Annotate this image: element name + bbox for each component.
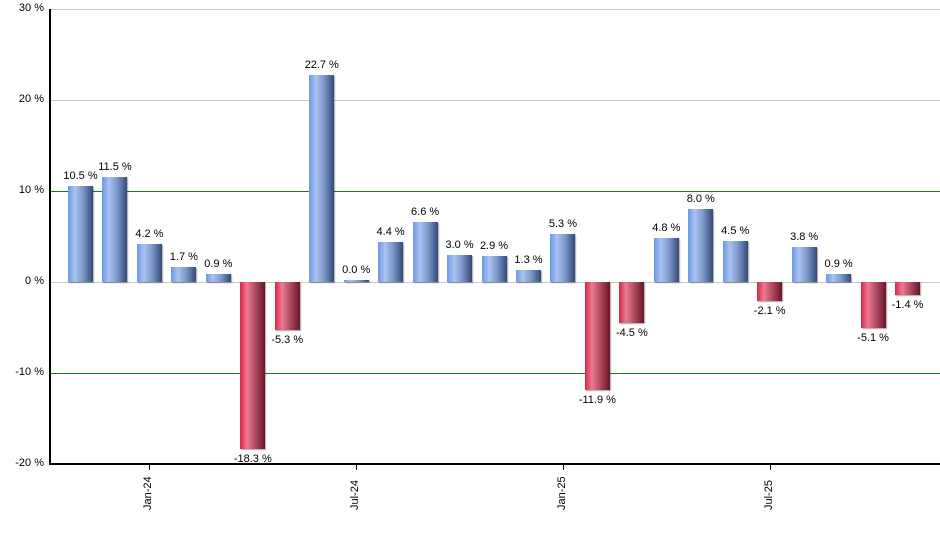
- gridline: [50, 9, 940, 10]
- bar-value-label: 2.9 %: [479, 239, 509, 252]
- y-tick-label: -20 %: [15, 457, 44, 469]
- x-tick-mark: [149, 465, 150, 470]
- bar-apr-24: [240, 282, 266, 449]
- bar-value-label: 6.6 %: [411, 205, 440, 218]
- bar-value-label: 22.7 %: [304, 59, 339, 72]
- reference-line: [50, 373, 940, 374]
- x-tick-label: Jan-24: [142, 476, 154, 510]
- bar-dec-23: [102, 177, 128, 282]
- bar-jun-24: [309, 75, 335, 282]
- bar-value-label: -1.4 %: [891, 298, 924, 311]
- bar-oct-25: [860, 282, 886, 329]
- x-tick-mark: [356, 465, 357, 470]
- bar-mar-25: [619, 282, 645, 323]
- bar-value-label: 1.3 %: [514, 254, 543, 267]
- bar-may-24: [274, 282, 300, 331]
- bar-sep-25: [826, 273, 852, 282]
- bar-sep-24: [412, 221, 438, 282]
- y-tick-label: 30 %: [18, 2, 44, 14]
- bar-value-label: -11.9 %: [578, 394, 616, 407]
- bar-value-label: 0.9 %: [824, 257, 853, 270]
- x-tick-label: Jul-24: [349, 480, 361, 510]
- bar-value-label: -2.1 %: [753, 305, 786, 318]
- bar-value-label: 0.9 %: [204, 257, 233, 270]
- bar-nov-25: [895, 282, 921, 295]
- reference-line: [50, 191, 940, 192]
- bar-jan-24: [136, 243, 162, 282]
- bar-value-label: 5.3 %: [548, 217, 577, 230]
- x-tick-mark: [770, 465, 771, 470]
- y-tick-label: 10 %: [18, 184, 44, 196]
- bar-mar-24: [205, 273, 231, 282]
- bar-value-label: 4.4 %: [376, 225, 405, 238]
- bar-value-label: -18.3 %: [233, 452, 272, 465]
- bar-aug-25: [791, 247, 817, 282]
- bar-value-label: 3.8 %: [790, 231, 819, 244]
- bar-feb-24: [171, 266, 197, 282]
- bar-feb-25: [584, 282, 610, 391]
- bar-may-25: [688, 209, 714, 282]
- bar-jun-25: [722, 241, 748, 282]
- gridline: [50, 282, 940, 283]
- bar-jul-25: [757, 282, 783, 302]
- bar-value-label: 8.0 %: [686, 193, 715, 206]
- x-tick-label: Jul-25: [763, 480, 775, 510]
- bar-oct-24: [447, 254, 473, 282]
- bar-value-label: 1.7 %: [169, 250, 198, 263]
- bar-nov-24: [481, 255, 507, 282]
- bar-jan-25: [550, 233, 576, 282]
- bar-value-label: 11.5 %: [98, 161, 132, 174]
- bar-value-label: -5.3 %: [271, 334, 304, 347]
- bar-jul-24: [343, 280, 369, 282]
- y-tick-label: -10 %: [15, 366, 44, 378]
- bar-value-label: 4.8 %: [652, 222, 681, 235]
- x-tick-mark: [563, 465, 564, 470]
- bar-value-label: 3.0 %: [445, 238, 474, 251]
- y-tick-label: 0 %: [25, 275, 44, 287]
- bar-value-label: -4.5 %: [615, 326, 648, 339]
- x-axis-line: [49, 463, 940, 465]
- bar-apr-25: [653, 238, 679, 282]
- bar-value-label: 10.5 %: [63, 170, 98, 183]
- bar-aug-24: [378, 241, 404, 282]
- bar-value-label: -5.1 %: [857, 332, 889, 345]
- y-tick-label: 20 %: [18, 93, 44, 105]
- gridline: [50, 100, 940, 101]
- y-axis-line: [49, 9, 51, 465]
- bar-value-label: 0.0 %: [342, 264, 371, 276]
- x-tick-label: Jan-25: [556, 476, 568, 510]
- bar-nov-23: [68, 186, 93, 282]
- bar-value-label: 4.2 %: [135, 227, 164, 240]
- bar-dec-24: [515, 270, 541, 282]
- bar-value-label: 4.5 %: [721, 225, 750, 238]
